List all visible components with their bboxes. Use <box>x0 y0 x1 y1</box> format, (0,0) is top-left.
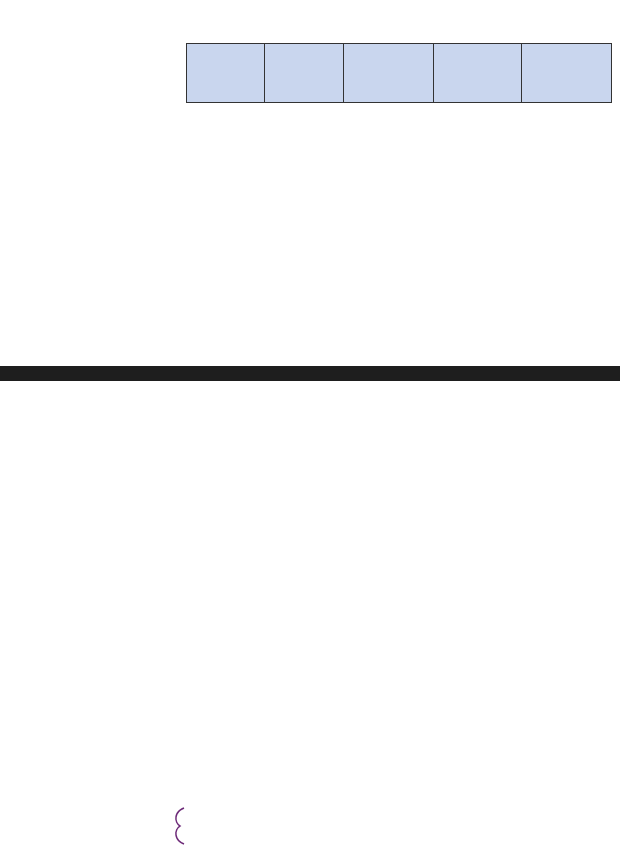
header-network <box>186 43 265 103</box>
header-hosts <box>264 43 344 103</box>
table-header-row <box>186 43 612 103</box>
subnet-table-top <box>186 43 612 103</box>
header-first-usable <box>433 43 522 103</box>
brace-annotation <box>175 807 185 845</box>
header-broadcast <box>521 43 612 103</box>
header-network-address <box>343 43 434 103</box>
screenshot-divider <box>0 366 620 381</box>
